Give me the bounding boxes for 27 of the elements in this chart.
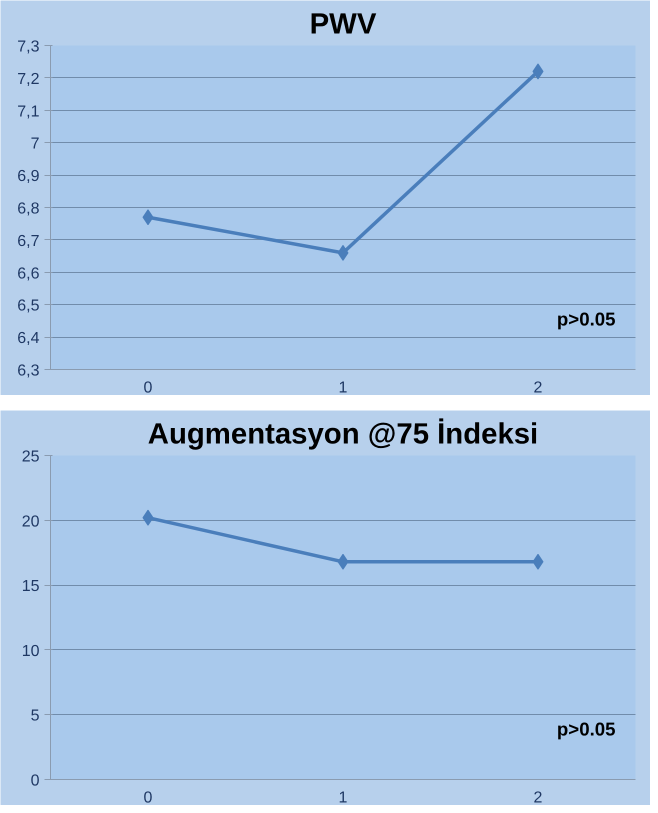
y-tick-label: 7,2	[17, 70, 40, 88]
x-tick-label: 1	[338, 790, 348, 806]
x-tick-label: 0	[144, 380, 153, 396]
y-tick-label: 15	[22, 578, 40, 596]
y-tick-label: 6,9	[17, 168, 40, 186]
y-tick-label: 6,3	[17, 362, 40, 380]
chart-title: Augmentasyon @75 İndeksi	[148, 418, 538, 450]
y-tick-label: 6,6	[17, 265, 40, 282]
x-tick-label: 1	[338, 380, 348, 396]
y-tick-label: 20	[22, 513, 40, 530]
y-tick-label: 10	[22, 642, 40, 660]
y-tick-label: 6,7	[17, 232, 40, 250]
y-tick-label: 6,5	[17, 298, 40, 315]
chart-title: PWV	[310, 8, 377, 40]
x-tick-label: 2	[534, 790, 543, 806]
y-tick-label: 0	[30, 772, 40, 790]
annotation: p>0.05	[556, 308, 616, 330]
y-tick-label: 6,8	[17, 200, 40, 218]
y-tick-label: 5	[30, 708, 40, 725]
y-tick-label: 7,1	[17, 103, 40, 120]
y-tick-label: 7	[30, 136, 40, 153]
x-tick-label: 0	[144, 790, 153, 806]
y-tick-label: 7,3	[17, 38, 40, 56]
annotation: p>0.05	[556, 718, 616, 740]
x-tick-label: 2	[534, 380, 543, 396]
y-tick-label: 6,4	[17, 330, 40, 348]
y-tick-label: 25	[22, 448, 40, 466]
